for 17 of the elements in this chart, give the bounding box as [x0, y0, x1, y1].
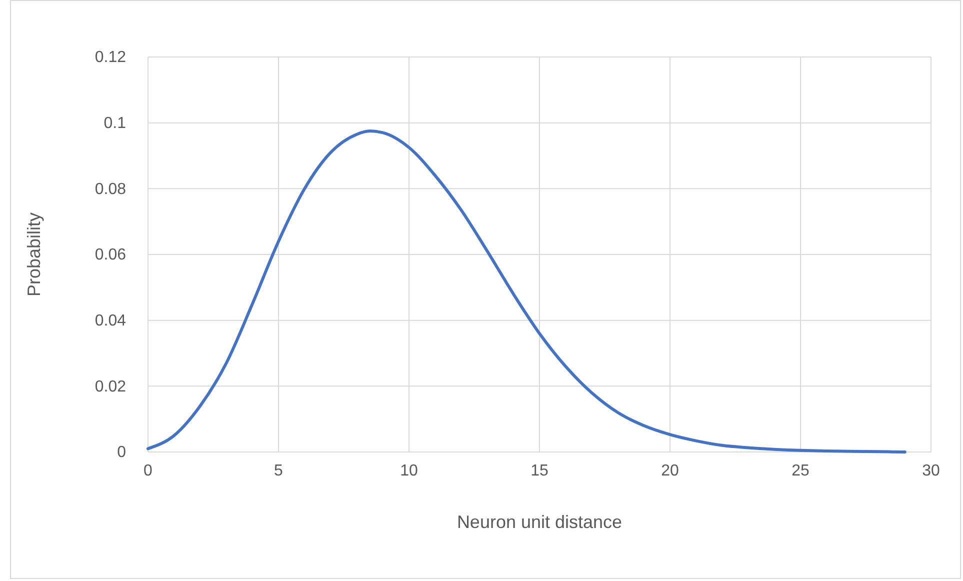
y-tick-label: 0.04 [94, 312, 126, 330]
y-axis-title: Probability [24, 212, 44, 297]
y-tick-label: 0.08 [94, 180, 126, 198]
y-tick-label: 0.12 [94, 49, 126, 66]
y-tick-label: 0 [117, 444, 126, 462]
x-tick-label: 15 [530, 462, 548, 480]
x-tick-label: 30 [922, 462, 940, 480]
y-tick-label: 0.02 [94, 378, 126, 396]
x-tick-label: 25 [792, 462, 810, 480]
y-tick-label: 0.06 [94, 246, 126, 264]
x-tick-label: 0 [144, 462, 153, 480]
x-tick-label: 5 [274, 462, 284, 480]
line-series [146, 130, 906, 454]
x-tick-label: 20 [661, 462, 679, 480]
x-tick-label: 10 [400, 462, 418, 480]
y-tick-label: 0.1 [104, 114, 126, 132]
x-axis-title: Neuron unit distance [456, 512, 622, 532]
